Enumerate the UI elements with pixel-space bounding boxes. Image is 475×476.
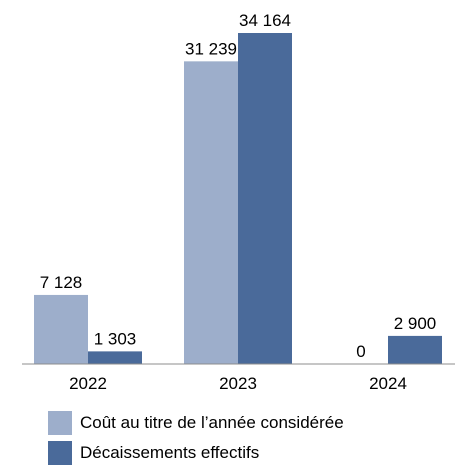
value-label-2022-series-1: 1 303 bbox=[94, 329, 137, 348]
value-label-2022-series-0: 7 128 bbox=[40, 273, 83, 292]
legend-label-cost: Coût au titre de l’année considérée bbox=[80, 412, 344, 432]
x-axis-ticks: 2022 2023 2024 bbox=[69, 374, 407, 393]
value-label-2023-series-1: 34 164 bbox=[239, 11, 291, 30]
bar-2024-series-1 bbox=[388, 335, 442, 364]
bar-2022-series-1 bbox=[88, 351, 142, 364]
legend: Coût au titre de l’année considérée Déca… bbox=[48, 410, 344, 470]
legend-item-cost: Coût au titre de l’année considérée bbox=[48, 410, 344, 435]
x-tick-label-2023: 2023 bbox=[219, 374, 257, 393]
x-tick-label-2022: 2022 bbox=[69, 374, 107, 393]
legend-item-disbursements: Décaissements effectifs bbox=[48, 440, 344, 465]
legend-swatch-cost bbox=[48, 410, 72, 435]
x-tick-label-2024: 2024 bbox=[369, 374, 407, 393]
value-label-2024-series-1: 2 900 bbox=[394, 314, 437, 333]
value-label-2024-series-0: 0 bbox=[356, 342, 365, 361]
legend-swatch-disbursements bbox=[48, 440, 72, 465]
legend-label-disbursements: Décaissements effectifs bbox=[80, 442, 260, 462]
bars-group bbox=[34, 33, 442, 364]
bar-2023-series-1 bbox=[238, 33, 292, 364]
value-label-2023-series-0: 31 239 bbox=[185, 39, 237, 58]
bar-2023-series-0 bbox=[184, 61, 238, 364]
bar-2022-series-0 bbox=[34, 294, 88, 364]
